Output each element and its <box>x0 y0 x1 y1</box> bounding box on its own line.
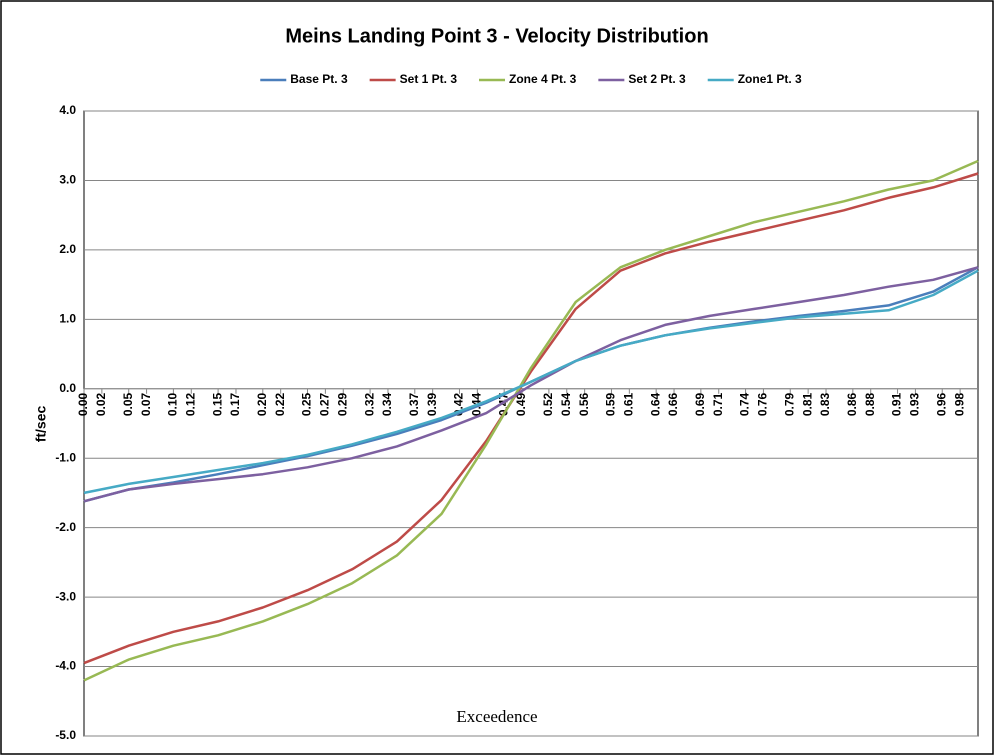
y-tick-label: -4.0 <box>55 659 76 673</box>
legend-label: Set 2 Pt. 3 <box>628 72 686 86</box>
x-tick-label: 0.37 <box>407 392 421 416</box>
x-tick-label: 0.20 <box>255 392 269 416</box>
x-tick-label: 0.34 <box>380 392 394 416</box>
x-tick-label: 0.12 <box>183 392 197 416</box>
x-tick-label: 0.83 <box>818 392 832 416</box>
x-tick-label: 0.88 <box>863 392 877 416</box>
y-tick-label: 3.0 <box>59 173 76 187</box>
x-tick-label: 0.59 <box>604 392 618 416</box>
x-tick-label: 0.98 <box>952 392 966 416</box>
series-line <box>83 172 979 665</box>
x-tick-label: 0.02 <box>94 392 108 416</box>
x-tick-label: 0.17 <box>228 392 242 416</box>
legend-label: Set 1 Pt. 3 <box>400 72 458 86</box>
y-tick-label: 0.0 <box>59 381 76 395</box>
x-tick-label: 0.27 <box>318 392 332 416</box>
x-tick-label: 0.39 <box>425 392 439 416</box>
x-tick-label: 0.69 <box>693 392 707 416</box>
legend-label: Zone 4 Pt. 3 <box>509 72 577 86</box>
x-tick-label: 0.93 <box>908 392 922 416</box>
y-tick-label: -1.0 <box>55 450 76 464</box>
x-tick-label: 0.05 <box>121 392 135 416</box>
y-tick-label: 2.0 <box>59 242 76 256</box>
x-tick-label: 0.76 <box>756 392 770 416</box>
x-tick-label: 0.64 <box>648 392 662 416</box>
y-tick-label: 4.0 <box>59 103 76 117</box>
x-tick-label: 0.22 <box>273 392 287 416</box>
x-tick-label: 0.74 <box>738 392 752 416</box>
y-tick-label: -5.0 <box>55 728 76 742</box>
x-tick-label: 0.49 <box>514 392 528 416</box>
x-tick-label: 0.52 <box>541 392 555 416</box>
x-tick-label: 0.07 <box>139 392 153 416</box>
series-line <box>83 269 979 495</box>
legend-label: Base Pt. 3 <box>290 72 348 86</box>
x-tick-label: 0.25 <box>300 392 314 416</box>
y-axis-label: ft/sec <box>33 406 49 443</box>
x-tick-label: 0.61 <box>622 392 636 416</box>
series-line <box>83 266 979 503</box>
x-tick-label: 0.10 <box>166 392 180 416</box>
x-tick-label: 0.29 <box>335 392 349 416</box>
x-tick-label: 0.32 <box>362 392 376 416</box>
y-tick-label: -2.0 <box>55 520 76 534</box>
x-tick-label: 0.81 <box>800 392 814 416</box>
x-tick-label: 0.86 <box>845 392 859 416</box>
y-tick-label: -3.0 <box>55 589 76 603</box>
x-tick-label: 0.96 <box>934 392 948 416</box>
chart-title: Meins Landing Point 3 - Velocity Distrib… <box>285 25 708 47</box>
x-tick-label: 0.66 <box>666 392 680 416</box>
x-axis-label: Exceedence <box>456 707 537 726</box>
x-tick-label: 0.79 <box>782 392 796 416</box>
legend-label: Zone1 Pt. 3 <box>738 72 802 86</box>
y-tick-label: 1.0 <box>59 312 76 326</box>
x-tick-label: 0.54 <box>559 392 573 416</box>
x-tick-label: 0.15 <box>210 392 224 416</box>
x-tick-label: 0.00 <box>76 392 90 416</box>
x-tick-label: 0.91 <box>890 392 904 416</box>
x-tick-label: 0.71 <box>711 392 725 416</box>
x-tick-label: 0.56 <box>577 392 591 416</box>
series-line <box>83 159 979 682</box>
